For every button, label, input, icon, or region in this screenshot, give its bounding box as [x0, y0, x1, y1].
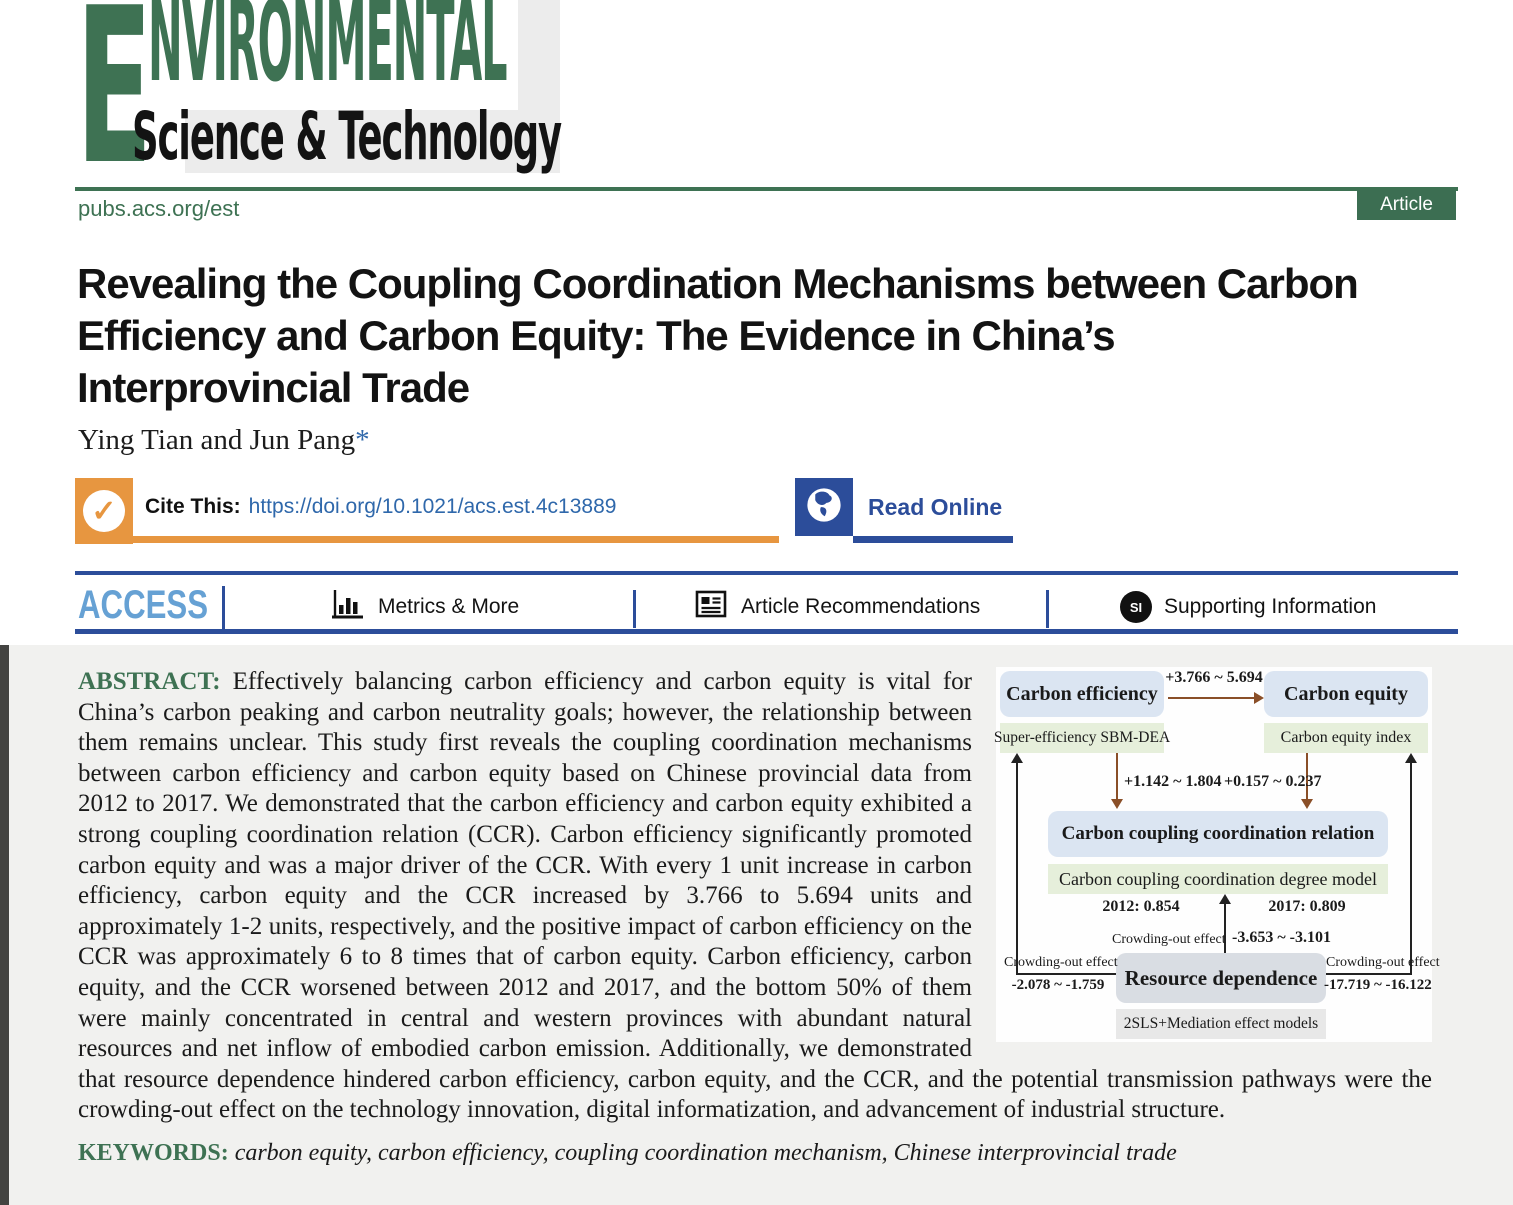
- keywords-line: KEYWORDS: carbon equity, carbon efficien…: [78, 1140, 1432, 1167]
- author-names: Ying Tian and Jun Pang: [78, 424, 356, 456]
- crowding-out-value-right: -17.719 ~ -16.122: [1324, 977, 1432, 993]
- access-button[interactable]: ACCESS: [78, 583, 209, 627]
- efficiency-to-ccr-value: +1.142 ~ 1.804: [1124, 773, 1222, 790]
- read-online-icon-box[interactable]: [795, 478, 853, 536]
- corresponding-author-link[interactable]: *: [355, 424, 370, 456]
- journal-url-link[interactable]: pubs.acs.org/est: [78, 196, 240, 221]
- efficiency-to-equity-arrow: [1168, 697, 1256, 699]
- title-line-2: Efficiency and Carbon Equity: The Eviden…: [77, 312, 1116, 359]
- abstract-label: ABSTRACT:: [78, 668, 221, 695]
- article-recommendations-link[interactable]: Article Recommendations: [693, 588, 980, 626]
- ccr-value-2017: 2017: 0.809: [1268, 898, 1346, 915]
- crowding-out-value-left: -2.078 ~ -1.759: [1011, 977, 1105, 993]
- keywords-label: KEYWORDS:: [78, 1139, 229, 1166]
- title-line-3: Interprovincial Trade: [77, 364, 470, 411]
- cite-this-icon-box: ✓: [75, 478, 133, 544]
- carbon-equity-box: Carbon equity: [1264, 671, 1428, 717]
- cite-this-bar: Cite This: https://doi.org/10.1021/acs.e…: [133, 478, 779, 543]
- cite-this-label: Cite This:: [145, 495, 241, 518]
- access-separator-1: [222, 586, 225, 630]
- header-divider: [75, 187, 1458, 191]
- page-edge-shadow: [0, 645, 9, 1205]
- supporting-information-icon: SI: [1120, 591, 1152, 623]
- mediation-models-box: 2SLS+Mediation effect models: [1116, 1009, 1326, 1039]
- article-recommendations-label: Article Recommendations: [741, 595, 981, 618]
- read-online-underline: [853, 536, 1013, 543]
- supporting-information-label: Supporting Information: [1164, 595, 1377, 618]
- arrowhead-down-left: [1111, 799, 1123, 809]
- equity-to-ccr-value: +0.157 ~ 0.237: [1224, 773, 1322, 790]
- newspaper-icon: [693, 586, 729, 628]
- globe-icon: [803, 484, 845, 531]
- resource-right-connector: [1326, 973, 1412, 975]
- equity-to-ccr-arrow: [1306, 753, 1308, 801]
- carbon-equity-index-box: Carbon equity index: [1264, 723, 1428, 753]
- article-authors: Ying Tian and Jun Pang*: [78, 424, 370, 457]
- efficiency-to-ccr-arrow: [1116, 753, 1118, 801]
- logo-science-technology-text: Science & Technology: [132, 98, 562, 175]
- bar-chart-icon: [330, 586, 366, 628]
- crowding-out-label-right: Crowding-out effect: [1326, 955, 1440, 970]
- keywords-text: carbon equity, carbon efficiency, coupli…: [234, 1139, 1177, 1166]
- graphical-abstract: Carbon efficiency Carbon equity +3.766 ~…: [994, 667, 1440, 1042]
- crowding-out-label-left: Crowding-out effect: [1004, 955, 1118, 970]
- efficiency-to-equity-value: +3.766 ~ 5.694: [1165, 669, 1263, 686]
- supporting-information-link[interactable]: SI Supporting Information: [1120, 588, 1376, 626]
- arrowhead-down-right: [1301, 799, 1313, 809]
- ccr-box: Carbon coupling coordination relation: [1048, 811, 1388, 857]
- title-line-1: Revealing the Coupling Coordination Mech…: [77, 260, 1359, 307]
- ccr-value-2012: 2012: 0.854: [1102, 898, 1180, 915]
- access-separator-3: [1046, 590, 1049, 628]
- logo-background-strip: [518, 0, 560, 173]
- resource-dependence-box: Resource dependence: [1116, 953, 1326, 1003]
- logo-background-band: [185, 110, 560, 173]
- doi-link[interactable]: https://doi.org/10.1021/acs.est.4c13889: [248, 495, 617, 518]
- arrowhead-up-center: [1219, 894, 1231, 904]
- access-bar-bottom-rule: [75, 629, 1458, 634]
- arrowhead-up-left: [1011, 753, 1023, 763]
- abstract-paragraph: ABSTRACT: Effectively balancing carbon e…: [78, 667, 1432, 1126]
- article-title: Revealing the Coupling Coordination Mech…: [77, 258, 1359, 414]
- crowding-out-value-center: -3.653 ~ -3.101: [1232, 929, 1331, 946]
- read-online-button[interactable]: Read Online: [868, 493, 1003, 520]
- resource-to-ccr-arrow: [1224, 903, 1226, 955]
- metrics-and-more-label: Metrics & More: [378, 595, 520, 618]
- carbon-efficiency-box: Carbon efficiency: [1000, 671, 1164, 717]
- checkmark-icon: ✓: [83, 490, 125, 532]
- crowding-out-label-center: Crowding-out effect: [1112, 932, 1226, 947]
- metrics-and-more-link[interactable]: Metrics & More: [330, 588, 519, 626]
- abstract-section: Carbon efficiency Carbon equity +3.766 ~…: [0, 645, 1513, 1205]
- resource-left-connector: [1016, 973, 1116, 975]
- ccr-degree-model-box: Carbon coupling coordination degree mode…: [1048, 864, 1388, 894]
- logo-environmental-text: NVIRONMENTAL: [148, 0, 508, 107]
- arrowhead-right: [1254, 692, 1264, 704]
- arrowhead-up-right: [1405, 753, 1417, 763]
- logo-letter-e: E: [76, 0, 153, 212]
- abstract-text: Effectively balancing carbon efficiency …: [78, 668, 1432, 1124]
- access-bar-top-rule: [75, 571, 1458, 575]
- resource-to-efficiency-line: [1016, 761, 1018, 975]
- sbm-dea-box: Super-efficiency SBM-DEA: [994, 723, 1170, 753]
- access-separator-2: [633, 590, 636, 628]
- article-type-badge: Article: [1357, 190, 1456, 220]
- resource-to-equity-line: [1410, 761, 1412, 975]
